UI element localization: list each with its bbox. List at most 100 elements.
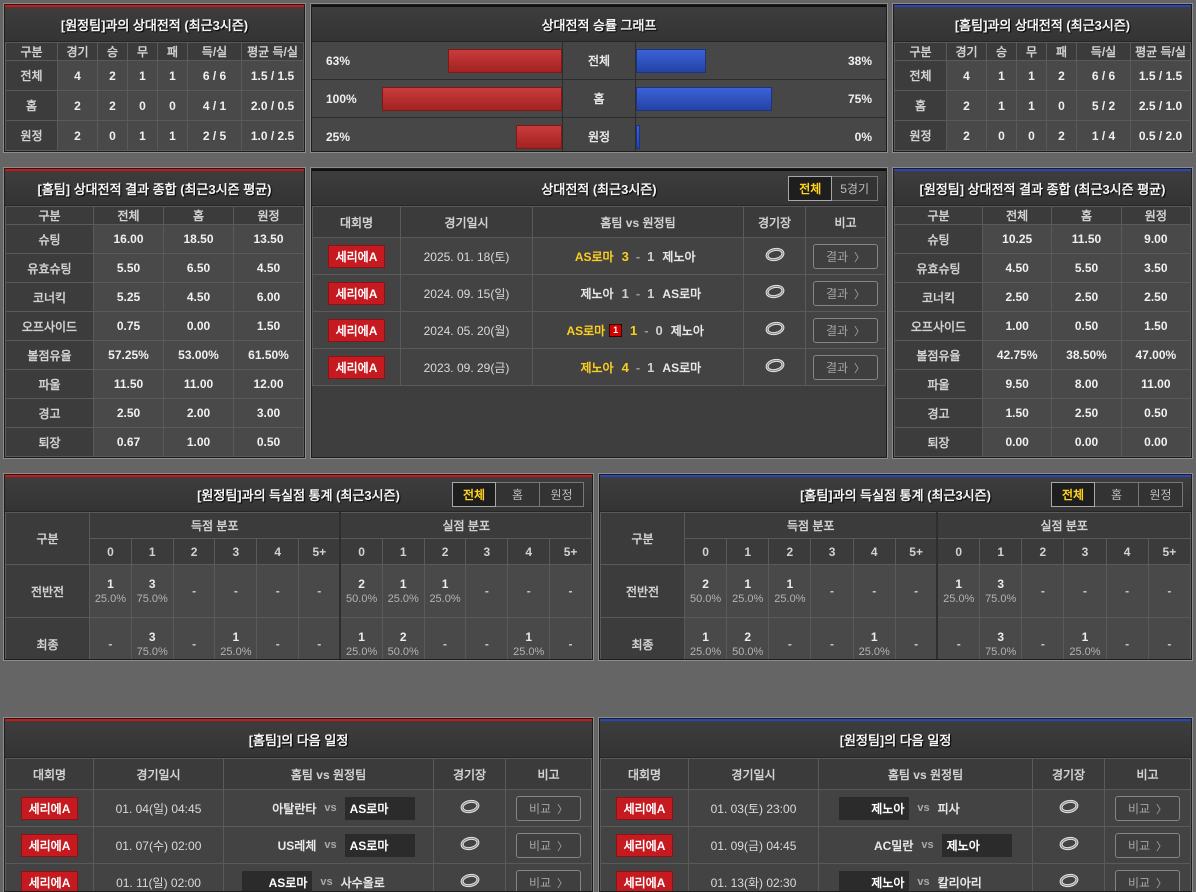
- panel-titlebar: [원정팀]의 다음 일정: [600, 721, 1191, 758]
- row-middle: [홈팀] 상대전적 결과 종합 (최근3시즌 평균) 구분 전체 홈 원정 슈팅 16.0…: [4, 168, 1192, 458]
- cell: 0.00: [163, 311, 234, 341]
- tab-0[interactable]: 전체: [788, 176, 833, 201]
- match-date: 2024. 05. 20(월): [400, 311, 533, 349]
- column-header: 홈팀 vs 원정팀: [532, 206, 744, 238]
- panel-title: [원정팀]과의 득실점 통계 (최근3시즌): [197, 487, 400, 503]
- cell: 16.00: [93, 224, 164, 254]
- column-header: 홈팀 vs 원정팀: [818, 758, 1033, 790]
- dist-cell: -: [89, 617, 132, 659]
- count-value: 3: [148, 629, 156, 644]
- tab-0[interactable]: 전체: [1051, 482, 1095, 507]
- table-row: 오프사이드 1.00 0.50 1.50: [894, 311, 1191, 341]
- result-button[interactable]: 결과 〉: [812, 354, 879, 380]
- column-header: 경기장: [1032, 758, 1105, 790]
- score-col-header: 3: [214, 538, 258, 565]
- cell: 11.00: [163, 369, 234, 399]
- percent-value: 25.0%: [774, 592, 806, 605]
- column-header: 패: [1046, 42, 1077, 61]
- dist-cell: 1 25.0%: [683, 617, 728, 659]
- row-label: 경고: [5, 398, 94, 428]
- column-header: 경기장: [743, 206, 806, 238]
- button-label: 비교: [528, 838, 552, 853]
- compare-button[interactable]: 비교 〉: [515, 869, 582, 891]
- cell: 10.25: [981, 224, 1053, 254]
- vs-label: vs: [917, 802, 930, 814]
- cell: 1.50: [1120, 311, 1191, 341]
- dist-cell: 1 25.0%: [214, 617, 258, 659]
- button-label: 결과: [825, 323, 849, 338]
- column-header: 비고: [805, 206, 886, 238]
- cell-league: 세리에A: [312, 311, 401, 349]
- row-label: 퇴장: [894, 427, 983, 457]
- tab-0[interactable]: 전체: [452, 482, 496, 507]
- h2h-match-list: 대회명 경기일시 홈팀 vs 원정팀 경기장 비고 세리에A 2025. 01. 18(토)…: [312, 206, 886, 457]
- tab-1[interactable]: 홈: [1095, 482, 1139, 507]
- stadium-icon[interactable]: [1059, 836, 1079, 854]
- dist-cell: -: [1063, 564, 1107, 618]
- goals-home-table: 구분 득점 분포 실점 분포 0 1 2 3 4 5+ 0 1 2 3 4 5+ 전반전 2 50.0% 1 25.0…: [600, 512, 1191, 659]
- dist-cell: 1 25.0%: [726, 564, 770, 618]
- dist-cell: -: [810, 617, 854, 659]
- tab-2[interactable]: 원정: [540, 482, 584, 507]
- header-row: 구분 경기 승 무 패 득/실 평균 득/실: [5, 42, 304, 61]
- percent-value: 50.0%: [387, 645, 419, 658]
- away-team-name: 피사: [937, 801, 960, 816]
- empty-dash: -: [914, 584, 919, 598]
- tab-group: 전체 홈 원정: [452, 482, 584, 507]
- stadium-icon[interactable]: [765, 321, 785, 339]
- tab-1[interactable]: 홈: [496, 482, 540, 507]
- compare-button[interactable]: 비교 〉: [1114, 832, 1181, 858]
- table-row: 유효슈팅 5.50 6.50 4.50: [5, 253, 304, 283]
- goal-dist-table: 구분 득점 분포 실점 분포 0 1 2 3 4 5+ 0 1 2 3 4 5+ 전반전 1 25.0% 3 75.0…: [5, 512, 592, 659]
- stadium-icon[interactable]: [765, 247, 785, 265]
- stadium-icon[interactable]: [765, 358, 785, 376]
- stadium-icon[interactable]: [765, 284, 785, 302]
- empty-dash: -: [872, 584, 877, 598]
- stadium-icon[interactable]: [460, 836, 480, 854]
- match-datetime: 01. 13(화) 02:30: [688, 863, 819, 891]
- stadium-icon[interactable]: [460, 799, 480, 817]
- cell-stadium: [1032, 863, 1105, 891]
- away-team-name: AS로마: [662, 360, 702, 375]
- cell: 11.50: [1051, 224, 1122, 254]
- count-value: 1: [525, 629, 533, 644]
- tab-1[interactable]: 5경기: [832, 176, 878, 201]
- dist-cell: -: [1021, 617, 1065, 659]
- empty-dash: -: [1040, 584, 1045, 598]
- chart-category-label: 홈: [562, 80, 636, 117]
- score-col-header: 5+: [549, 538, 592, 565]
- stadium-icon[interactable]: [460, 873, 480, 891]
- chart-category-label: 전체: [562, 42, 636, 79]
- league-badge: 세리에A: [327, 281, 386, 305]
- row-label: 최종: [5, 617, 90, 659]
- bar-track: [636, 86, 814, 111]
- stadium-icon[interactable]: [1059, 873, 1079, 891]
- cell: 2: [57, 90, 98, 121]
- cell: 5.25: [93, 282, 164, 312]
- table-row: 슈팅 16.00 18.50 13.50: [5, 224, 304, 254]
- cell: 8.00: [1051, 369, 1122, 399]
- table-row: 유효슈팅 4.50 5.50 3.50: [894, 253, 1191, 283]
- panel-win-chart: 상대전적 승률 그래프 63% 전체 38% 100% 홈 75% 25% 원정 0%: [311, 4, 887, 152]
- compare-button[interactable]: 비교 〉: [515, 795, 582, 821]
- panel-titlebar: 상대전적 (최근3시즌) 전체 5경기: [312, 171, 886, 206]
- result-button[interactable]: 결과 〉: [812, 280, 879, 306]
- tab-2[interactable]: 원정: [1139, 482, 1183, 507]
- count-value: 1: [744, 576, 752, 591]
- accent-line-dark: [312, 169, 886, 171]
- cell: 1.50: [233, 311, 304, 341]
- compare-button[interactable]: 비교 〉: [1114, 869, 1181, 891]
- compare-button[interactable]: 비교 〉: [1114, 795, 1181, 821]
- compare-button[interactable]: 비교 〉: [515, 832, 582, 858]
- dist-cell: -: [465, 617, 509, 659]
- chevron-right-icon: 〉: [1156, 803, 1168, 816]
- dist-cell: -: [894, 564, 938, 618]
- column-header: 구분: [894, 206, 983, 225]
- dist-cell: -: [894, 617, 938, 659]
- result-button[interactable]: 결과 〉: [812, 317, 879, 343]
- cell: 12.00: [233, 369, 304, 399]
- dist-cell: 3 75.0%: [130, 564, 174, 618]
- stadium-icon[interactable]: [1059, 799, 1079, 817]
- cell-league: 세리에A: [5, 863, 94, 891]
- result-button[interactable]: 결과 〉: [812, 243, 879, 269]
